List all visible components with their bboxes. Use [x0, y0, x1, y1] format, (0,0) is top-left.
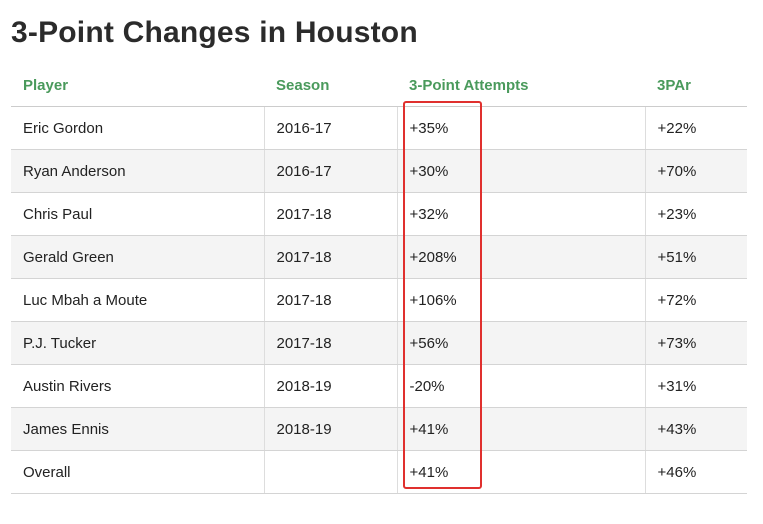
table-header-row: Player Season 3-Point Attempts 3PAr: [11, 64, 747, 107]
column-header-season[interactable]: Season: [264, 64, 397, 107]
par-cell: +72%: [645, 278, 747, 322]
attempts-cell: +32%: [397, 192, 646, 236]
attempts-cell: +30%: [397, 149, 646, 193]
table-row: Chris Paul 2017-18 +32% +23%: [11, 192, 747, 236]
player-cell: Gerald Green: [11, 235, 265, 279]
attempts-cell: +35%: [397, 106, 646, 150]
par-cell: +70%: [645, 149, 747, 193]
player-cell: Overall: [11, 450, 265, 494]
attempts-cell: +208%: [397, 235, 646, 279]
table-row: P.J. Tucker 2017-18 +56% +73%: [11, 321, 747, 365]
par-cell: +22%: [645, 106, 747, 150]
player-cell: Ryan Anderson: [11, 149, 265, 193]
season-cell: 2017-18: [264, 321, 398, 365]
season-cell: 2017-18: [264, 235, 398, 279]
column-header-player[interactable]: Player: [11, 64, 264, 107]
season-cell: 2018-19: [264, 407, 398, 451]
par-cell: +43%: [645, 407, 747, 451]
player-cell: Austin Rivers: [11, 364, 265, 408]
attempts-cell: +41%: [397, 450, 646, 494]
par-cell: +23%: [645, 192, 747, 236]
season-cell: 2017-18: [264, 192, 398, 236]
three-point-changes-table: Player Season 3-Point Attempts 3PAr Eric…: [11, 64, 747, 494]
table-row: Eric Gordon 2016-17 +35% +22%: [11, 106, 747, 150]
stats-table-container: Player Season 3-Point Attempts 3PAr Eric…: [11, 64, 747, 494]
player-cell: Eric Gordon: [11, 106, 265, 150]
player-cell: Chris Paul: [11, 192, 265, 236]
attempts-cell: +106%: [397, 278, 646, 322]
table-row: Gerald Green 2017-18 +208% +51%: [11, 235, 747, 279]
table-row: Luc Mbah a Moute 2017-18 +106% +72%: [11, 278, 747, 322]
table-row: Ryan Anderson 2016-17 +30% +70%: [11, 149, 747, 193]
season-cell: [264, 450, 398, 494]
season-cell: 2018-19: [264, 364, 398, 408]
par-cell: +51%: [645, 235, 747, 279]
attempts-cell: +41%: [397, 407, 646, 451]
column-header-3par[interactable]: 3PAr: [645, 64, 747, 107]
par-cell: +46%: [645, 450, 747, 494]
table-row-overall: Overall +41% +46%: [11, 450, 747, 494]
season-cell: 2016-17: [264, 106, 398, 150]
attempts-cell: -20%: [397, 364, 646, 408]
table-row: Austin Rivers 2018-19 -20% +31%: [11, 364, 747, 408]
par-cell: +73%: [645, 321, 747, 365]
attempts-cell: +56%: [397, 321, 646, 365]
player-cell: P.J. Tucker: [11, 321, 265, 365]
par-cell: +31%: [645, 364, 747, 408]
season-cell: 2016-17: [264, 149, 398, 193]
season-cell: 2017-18: [264, 278, 398, 322]
table-row: James Ennis 2018-19 +41% +43%: [11, 407, 747, 451]
player-cell: Luc Mbah a Moute: [11, 278, 265, 322]
player-cell: James Ennis: [11, 407, 265, 451]
page-title: 3-Point Changes in Houston: [11, 16, 418, 49]
column-header-3-point-attempts[interactable]: 3-Point Attempts: [397, 64, 645, 107]
